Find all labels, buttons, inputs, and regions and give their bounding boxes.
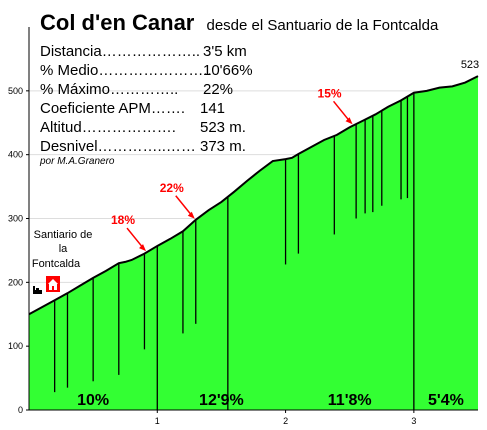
segment-gradient-label: 12'9% xyxy=(199,392,244,409)
segment-gradient-label: 5'4% xyxy=(428,392,464,409)
y-tick-label: 100 xyxy=(8,341,23,351)
segment-gradient-label: 11'8% xyxy=(328,392,372,409)
lodging-icon xyxy=(33,286,42,294)
x-tick-label: 1 xyxy=(155,416,160,426)
summit-altitude-label: 523 xyxy=(461,59,479,71)
svg-text:Col d'en Canar desde el Sa: Col d'en Canar desde el Santuario de la … xyxy=(40,10,439,35)
stat-value-distance: 3'5 km xyxy=(203,43,247,60)
stat-value-altitude: 523 m. xyxy=(200,119,246,136)
stat-value-max-gradient: 22% xyxy=(203,81,233,98)
gradient-pointer xyxy=(126,227,145,250)
segment-gradient-label: 10% xyxy=(77,392,109,409)
y-tick-label: 300 xyxy=(8,214,23,224)
author-credit: por M.A.Granero xyxy=(39,156,115,167)
x-tick-label: 2 xyxy=(283,416,288,426)
stat-label-elevation-gain: Desnivel…………..…… xyxy=(40,138,196,155)
stat-label-distance: Distancia……………….. xyxy=(40,43,200,60)
sanctuary-icon xyxy=(46,276,60,292)
x-tick-label: 3 xyxy=(411,416,416,426)
stat-value-avg-gradient: 10'66% xyxy=(203,62,253,79)
y-tick-label: 200 xyxy=(8,277,23,287)
stat-label-avg-gradient: % Medio………………….. xyxy=(40,62,212,79)
start-label: Santiario de la Fontcalda xyxy=(32,229,93,270)
stat-label-altitude: Altitud………………. xyxy=(40,119,176,136)
gradient-pointer-head xyxy=(139,244,147,252)
stat-label-max-gradient: % Máximo………….. xyxy=(40,81,178,98)
gradient-pointer-head xyxy=(187,211,195,219)
chart-title: Col d'en Canar xyxy=(40,10,195,35)
chart-subtitle: desde el Santuario de la Fontcalda xyxy=(207,17,439,34)
max-gradient-label: 18% xyxy=(111,213,135,227)
max-gradient-label: 22% xyxy=(160,181,184,195)
gradient-pointer xyxy=(175,195,194,218)
stat-value-apm: 141 xyxy=(200,100,225,117)
max-gradient-label: 15% xyxy=(318,86,342,100)
stat-label-apm: Coeficiente APM……. xyxy=(40,100,185,117)
y-tick-label: 500 xyxy=(8,86,23,96)
profile-line xyxy=(28,75,479,316)
gradient-pointer-head xyxy=(345,117,353,125)
y-tick-label: 400 xyxy=(8,150,23,160)
stat-value-elevation-gain: 373 m. xyxy=(200,138,246,155)
start-label-line-1: Santiario de xyxy=(34,229,93,241)
stats-block: Distancia……………….. 3'5 km % Medio………………….… xyxy=(40,43,253,155)
y-tick-label: 0 xyxy=(18,405,23,415)
gradient-pointer xyxy=(332,100,352,123)
start-label-line-2: la xyxy=(59,243,68,255)
start-label-line-3: Fontcalda xyxy=(32,258,81,270)
